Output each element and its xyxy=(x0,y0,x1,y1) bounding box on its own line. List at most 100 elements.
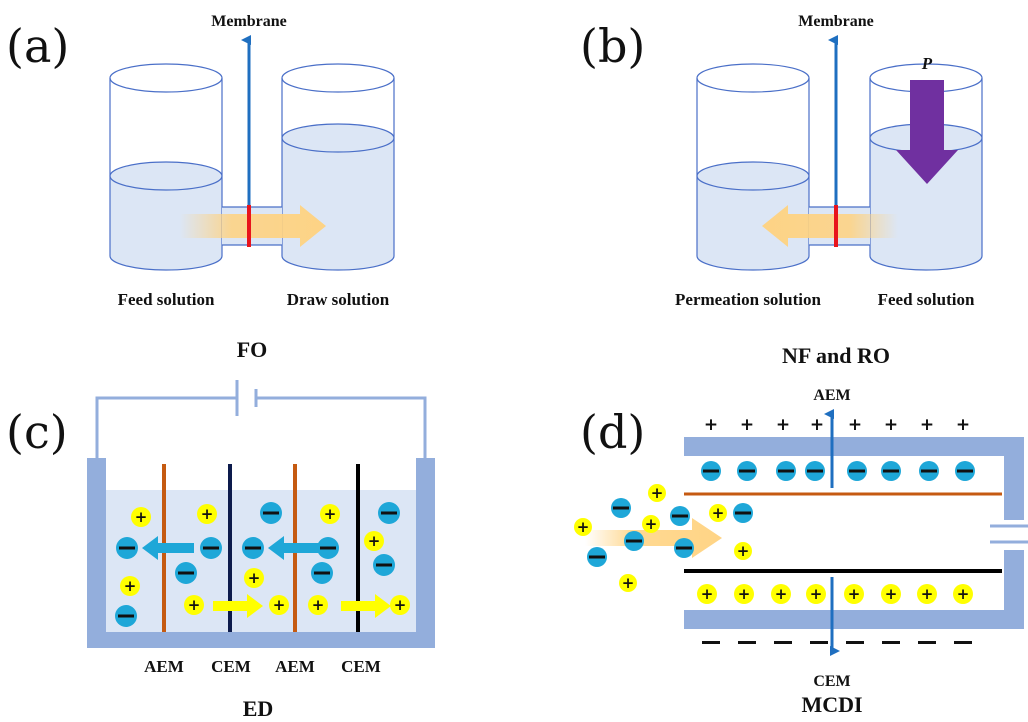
svg-text:+: + xyxy=(324,505,337,523)
draw-cylinder xyxy=(282,64,394,270)
free-cation: + xyxy=(648,484,666,502)
adsorbed-cation: + xyxy=(953,584,973,604)
ed-cation: + xyxy=(364,531,384,551)
svg-text:+: + xyxy=(884,415,898,435)
adsorbed-cation: + xyxy=(697,584,717,604)
svg-text:+: + xyxy=(701,585,714,603)
ed-anion xyxy=(311,562,333,584)
svg-text:+: + xyxy=(248,569,261,587)
ed-anion xyxy=(115,605,137,627)
panel-d: (d) + + + + + + + + xyxy=(574,387,1028,717)
adsorbed-anion xyxy=(776,461,796,481)
permeation-solution-label: Permeation solution xyxy=(675,290,821,309)
adsorbed-anion xyxy=(847,461,867,481)
adsorbed-cation: + xyxy=(771,584,791,604)
ed-anion xyxy=(175,562,197,584)
ed-cation: + xyxy=(269,595,289,615)
feed-solution-label: Feed solution xyxy=(118,290,215,309)
free-cation: + xyxy=(619,574,637,592)
svg-text:+: + xyxy=(645,515,658,533)
adsorbed-anion xyxy=(955,461,975,481)
free-anion xyxy=(674,538,694,558)
svg-text:+: + xyxy=(885,585,898,603)
free-cation: + xyxy=(574,518,592,536)
svg-text:+: + xyxy=(848,415,862,435)
panel-a: (a) Membrane Feed solution Draw solution… xyxy=(6,13,394,362)
permeation-cylinder xyxy=(697,64,809,270)
membrane xyxy=(247,205,251,247)
mcdi-title: MCDI xyxy=(801,692,862,717)
svg-text:+: + xyxy=(312,596,325,614)
membrane-label-aem-2: AEM xyxy=(275,657,315,676)
ed-anion xyxy=(260,502,282,524)
adsorbed-cation: + xyxy=(734,584,754,604)
panel-b: (b) Membrane P Permeation solution Feed … xyxy=(580,13,982,368)
ed-cation: + xyxy=(308,595,328,615)
circuit-wire xyxy=(97,398,425,458)
feed-cylinder xyxy=(110,64,222,270)
adsorbed-anion xyxy=(919,461,939,481)
cem-label-d: CEM xyxy=(813,673,850,690)
svg-text:+: + xyxy=(368,532,381,550)
free-anion xyxy=(670,506,690,526)
ed-anion xyxy=(317,537,339,559)
svg-text:+: + xyxy=(957,585,970,603)
top-electrode-charges: + + + + + + + + xyxy=(704,415,970,435)
free-anion xyxy=(733,503,753,523)
svg-text:+: + xyxy=(394,596,407,614)
svg-text:+: + xyxy=(738,585,751,603)
svg-text:+: + xyxy=(273,596,286,614)
right-electrode xyxy=(416,458,435,648)
membrane-b xyxy=(834,205,838,247)
free-anion xyxy=(624,531,644,551)
svg-text:+: + xyxy=(810,585,823,603)
svg-text:+: + xyxy=(921,585,934,603)
svg-text:+: + xyxy=(124,577,137,595)
ed-anion xyxy=(378,502,400,524)
adsorbed-anion xyxy=(701,461,721,481)
svg-text:+: + xyxy=(737,542,750,560)
ed-anion xyxy=(242,537,264,559)
membrane-label-cem-1: CEM xyxy=(211,657,251,676)
svg-text:+: + xyxy=(810,415,824,435)
left-electrode xyxy=(87,458,106,648)
panel-c-letter: (c) xyxy=(6,405,68,459)
panel-b-letter: (b) xyxy=(580,19,645,73)
free-anion xyxy=(587,547,607,567)
svg-text:+: + xyxy=(920,415,934,435)
svg-text:+: + xyxy=(135,508,148,526)
draw-solution-label: Draw solution xyxy=(287,290,390,309)
ed-anion xyxy=(200,537,222,559)
svg-text:+: + xyxy=(704,415,718,435)
svg-text:+: + xyxy=(712,504,725,522)
free-cation: + xyxy=(734,542,752,560)
ed-title: ED xyxy=(243,696,274,721)
svg-text:+: + xyxy=(740,415,754,435)
adsorbed-cation: + xyxy=(881,584,901,604)
membrane-label-b: Membrane xyxy=(798,13,874,30)
adsorbed-cation: + xyxy=(844,584,864,604)
adsorbed-cation: + xyxy=(806,584,826,604)
nf-ro-title: NF and RO xyxy=(782,343,890,368)
panel-d-letter: (d) xyxy=(580,405,645,459)
membrane-label-aem-1: AEM xyxy=(144,657,184,676)
feed-solution-label-b: Feed solution xyxy=(878,290,975,309)
svg-text:+: + xyxy=(651,484,664,502)
svg-text:+: + xyxy=(622,574,635,592)
ed-anion xyxy=(116,537,138,559)
svg-text:+: + xyxy=(201,505,214,523)
ed-cation: + xyxy=(244,568,264,588)
adsorbed-anion xyxy=(737,461,757,481)
membrane-label-cem-2: CEM xyxy=(341,657,381,676)
adsorbed-anion xyxy=(805,461,825,481)
free-cation: + xyxy=(642,515,660,533)
free-anion xyxy=(611,498,631,518)
svg-text:+: + xyxy=(848,585,861,603)
panel-a-letter: (a) xyxy=(6,19,69,73)
adsorbed-cation: + xyxy=(917,584,937,604)
membrane-label: Membrane xyxy=(211,13,287,30)
tank-bottom xyxy=(87,632,435,648)
panel-c: (c) + + + + + + + + + + xyxy=(6,380,435,721)
ed-cation: + xyxy=(120,576,140,596)
